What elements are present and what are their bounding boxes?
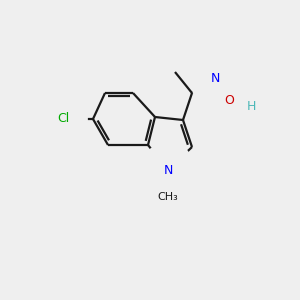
Text: N: N	[210, 71, 220, 85]
Text: H: H	[246, 100, 256, 113]
Text: N: N	[163, 164, 173, 176]
Text: CH₃: CH₃	[158, 192, 178, 202]
Text: N: N	[210, 71, 220, 85]
Text: N: N	[163, 164, 173, 176]
Text: H: H	[246, 100, 256, 113]
Text: O: O	[224, 94, 234, 106]
Text: Cl: Cl	[57, 112, 69, 125]
Text: CH₃: CH₃	[158, 192, 178, 202]
Text: Cl: Cl	[57, 112, 69, 125]
Text: O: O	[224, 94, 234, 106]
